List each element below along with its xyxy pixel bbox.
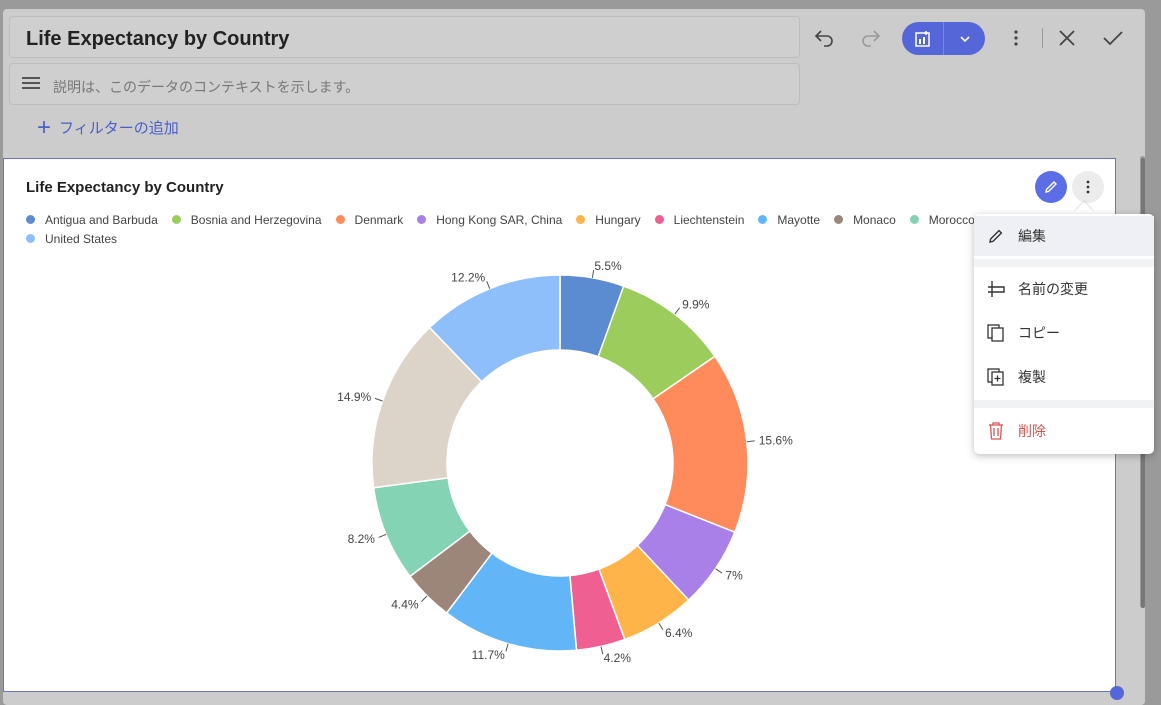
menu-item-rename[interactable]: 名前の変更 [974, 269, 1154, 309]
chart-type-icon[interactable] [902, 22, 943, 55]
context-menu: 編集 名前の変更 コピー 複製 削除 [974, 214, 1154, 454]
legend-label: Hong Kong SAR, China [436, 212, 563, 227]
trash-icon [986, 421, 1006, 441]
legend-swatch [909, 215, 919, 224]
legend-swatch [26, 215, 35, 224]
description-field[interactable]: 説明は、このデータのコンテキストを示します。 [9, 63, 800, 105]
chart-title: Life Expectancy by Country [26, 179, 224, 196]
legend-item[interactable]: United States [26, 229, 117, 248]
legend-swatch [834, 215, 844, 224]
donut-slice[interactable] [428, 274, 561, 383]
legend-label: Liechtenstein [673, 212, 745, 227]
redo-icon[interactable] [857, 24, 885, 52]
title-field[interactable]: Life Expectancy by Country [9, 16, 800, 58]
chart-card[interactable]: Life Expectancy by Country Antigua and B… [3, 158, 1116, 692]
legend-item[interactable]: Morocco [909, 210, 975, 229]
copy-icon [986, 323, 1006, 343]
edit-button[interactable] [1035, 171, 1067, 203]
legend-swatch [576, 215, 586, 224]
data-label: 5.5% [594, 259, 622, 273]
data-label: 14.9% [337, 390, 371, 404]
pencil-icon [1045, 181, 1057, 193]
legend-item[interactable]: Hong Kong SAR, China [417, 210, 562, 229]
legend-item[interactable]: Antigua and Barbuda [26, 210, 158, 229]
label-leader-line [378, 533, 387, 538]
label-leader-line [374, 397, 383, 402]
label-leader-line [486, 281, 491, 289]
legend-label: Mayotte [777, 212, 821, 227]
add-filter-label: フィルターの追加 [59, 120, 179, 137]
more-vertical-icon[interactable] [1002, 24, 1030, 52]
label-leader-line [658, 622, 664, 631]
legend-label: Denmark [354, 212, 404, 227]
legend-item[interactable]: Bosnia and Herzegovina [171, 210, 322, 229]
data-label: 4.4% [391, 597, 419, 611]
menu-item-delete[interactable]: 削除 [974, 411, 1154, 451]
legend-swatch [758, 215, 768, 224]
check-icon[interactable] [1099, 24, 1127, 52]
menu-item-duplicate[interactable]: 複製 [974, 357, 1154, 397]
duplicate-icon [986, 367, 1006, 387]
toolbar-divider [1042, 28, 1043, 48]
label-leader-line [600, 646, 604, 655]
label-leader-line [591, 269, 595, 278]
label-leader-line [421, 595, 428, 602]
legend-label: Morocco [928, 212, 975, 227]
plus-icon: + [37, 113, 52, 141]
legend-item[interactable]: Monaco [834, 210, 896, 229]
rename-icon [986, 279, 1006, 299]
legend-label: United States [45, 231, 118, 246]
legend-item[interactable]: Denmark [335, 210, 404, 229]
legend-label: Bosnia and Herzegovina [190, 212, 322, 227]
data-label: 8.2% [348, 532, 376, 546]
menu-item-copy[interactable]: コピー [974, 313, 1154, 353]
data-label: 4.2% [604, 651, 632, 665]
legend-swatch [417, 215, 427, 224]
card-more-button[interactable] [1072, 171, 1104, 203]
resize-handle[interactable] [1110, 686, 1124, 700]
data-label: 7% [725, 568, 743, 582]
close-icon[interactable] [1053, 24, 1081, 52]
label-leader-line [674, 307, 681, 315]
data-label: 6.4% [665, 626, 693, 640]
pencil-icon [986, 226, 1006, 246]
title-text[interactable]: Life Expectancy by Country [26, 28, 290, 50]
legend-item[interactable]: Mayotte [758, 210, 820, 229]
data-label: 11.7% [472, 648, 505, 662]
more-vertical-icon [1086, 180, 1090, 194]
legend-item[interactable]: Hungary [576, 210, 641, 229]
description-placeholder: 説明は、このデータのコンテキストを示します。 [53, 79, 360, 95]
legend-label: Antigua and Barbuda [45, 212, 158, 227]
legend-label: Hungary [595, 212, 641, 227]
legend-swatch [26, 234, 35, 243]
undo-icon[interactable] [810, 24, 838, 52]
legend-label: Monaco [853, 212, 896, 227]
legend-swatch [171, 215, 181, 224]
chevron-down-icon[interactable] [944, 22, 985, 55]
data-label: 15.6% [759, 433, 793, 447]
add-filter-button[interactable]: + フィルターの追加 [37, 113, 179, 141]
label-leader-line [746, 440, 755, 443]
legend-item[interactable]: Liechtenstein [654, 210, 745, 229]
menu-item-edit[interactable]: 編集 [974, 216, 1154, 256]
donut-chart: 5.5% 9.9% 15.6% 7% 6.4% 4.2% 11.7% 4.4% 8.2% 14.9… [337, 259, 793, 665]
data-label: 9.9% [682, 298, 710, 312]
description-icon [22, 77, 40, 91]
legend-swatch [335, 215, 345, 224]
data-label: 12.2% [451, 271, 485, 285]
visualization-button[interactable] [902, 22, 985, 55]
legend-swatch [654, 215, 664, 224]
label-leader-line [715, 568, 723, 574]
label-leader-line [505, 643, 509, 652]
